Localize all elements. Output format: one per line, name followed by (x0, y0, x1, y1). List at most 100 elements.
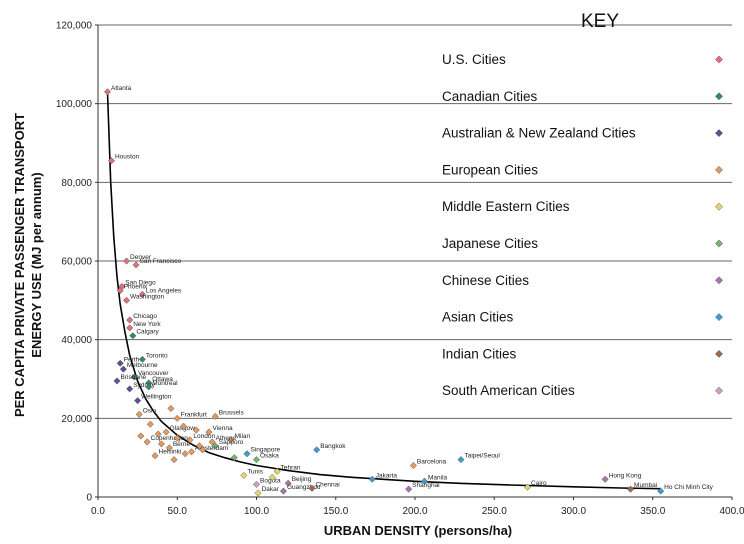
y-axis-title-line1: PER CAPITA PRIVATE PASSENGER TRANSPORT (12, 113, 27, 417)
legend-title: KEY (581, 11, 619, 32)
data-point-unlabeled (192, 426, 200, 434)
point-label-sapporo: Sapporo (219, 439, 244, 446)
data-point-chennai (308, 484, 316, 492)
x-tick-label: 300.0 (561, 506, 586, 517)
point-label-brisbane: Brisbane (121, 374, 147, 381)
data-point-unlabeled (195, 442, 203, 450)
point-label-vienna: Vienna (212, 425, 233, 432)
legend-label: Chinese Cities (442, 273, 529, 288)
data-point-vancouver (130, 373, 139, 381)
trend-line (106, 91, 661, 490)
y-tick-label: 100,000 (56, 99, 93, 110)
legend-swatch (715, 386, 723, 395)
data-point-cairo (523, 483, 532, 491)
data-point-unlabeled (167, 404, 175, 413)
x-tick-label: 0.0 (91, 506, 105, 517)
point-label-cairo: Cairo (531, 480, 547, 487)
data-point-san-francisco (132, 261, 140, 269)
data-point-washington (122, 296, 131, 304)
y-ticks: 0 20,000 40,000 60,000 80,000 100,000 120,000 (56, 21, 98, 504)
legend-swatch (715, 92, 723, 101)
data-point-los-angeles (138, 290, 146, 298)
data-point-unlabeled (157, 440, 165, 448)
legend-swatch (715, 313, 723, 322)
legend-label: Indian Cities (442, 346, 517, 361)
legend-swatch (715, 55, 723, 64)
data-point-brussels (211, 412, 219, 420)
data-point-osaka (252, 456, 261, 464)
legend-swatch (715, 165, 723, 174)
point-label-osaka: Osaka (260, 453, 279, 460)
point-label-hong-kong: Hong Kong (609, 472, 642, 479)
y-tick-label: 40,000 (61, 335, 92, 346)
legend-label: Japanese Cities (442, 236, 538, 251)
data-point-mumbai (627, 485, 635, 493)
point-label-manila: Manila (428, 474, 448, 481)
data-point-frankfurt (173, 414, 181, 422)
x-tick-label: 50.0 (168, 506, 188, 517)
data-point-new-york (126, 324, 134, 332)
legend-label: Middle Eastern Cities (442, 199, 570, 214)
x-tick-label: 350.0 (640, 506, 665, 517)
x-axis-title: URBAN DENSITY (persons/ha) (324, 523, 512, 538)
point-label-los-angeles: Los Angeles (146, 287, 182, 294)
point-label-perth: Perth (124, 356, 140, 363)
data-point-tehran (273, 467, 281, 475)
legend-label: South American Cities (442, 383, 575, 398)
data-point-singapore (243, 450, 251, 458)
point-label-oslo: Oslo (143, 407, 157, 414)
data-point-wellington (134, 397, 142, 405)
data-point-dakar (254, 489, 262, 497)
y-tick-label: 120,000 (56, 21, 93, 32)
data-point-unlabeled (173, 434, 181, 442)
point-label-phoenix: Phoenix (124, 284, 148, 291)
legend-swatch (715, 276, 723, 285)
point-label-taipei-seoul: Taipei/Seoul (464, 453, 500, 460)
data-point-sydney (126, 385, 134, 393)
legend-label: Canadian Cities (442, 89, 538, 104)
data-point-unlabeled (268, 473, 276, 481)
point-label-atlanta: Atlanta (111, 85, 132, 92)
data-point-unlabeled (170, 456, 178, 464)
point-label-bangkok: Bangkok (320, 443, 346, 450)
point-label-brussels: Brussels (219, 409, 245, 416)
legend-label: Australian & New Zealand Cities (442, 126, 636, 141)
data-point-beijing (284, 479, 292, 487)
x-ticks: 0.0 50.0 100.0 150.0 200.0 250.0 300.0 350.0 400… (91, 497, 744, 517)
data-point-copenhagen (143, 438, 151, 446)
legend: KEY U.S. Cities Canadian Cities Australian… (442, 11, 723, 398)
data-point-unlabeled (146, 420, 154, 428)
data-point-helsinki (151, 452, 159, 460)
point-label-san-diego: San Diego (125, 280, 156, 287)
point-label-amsterdam: Amsterdam (195, 445, 228, 452)
point-label-chennai: Chennai (315, 481, 339, 488)
legend-label: Asian Cities (442, 310, 514, 325)
x-tick-label: 150.0 (323, 506, 348, 517)
legend-label: U.S. Cities (442, 52, 506, 67)
data-point-ho-chi-minh-city (657, 487, 665, 495)
data-point-chicago (126, 316, 134, 324)
point-label-toronto: Toronto (146, 352, 168, 359)
point-label-beijing: Beijing (292, 476, 312, 483)
data-point-barcelona (409, 461, 417, 470)
point-label-calgary: Calgary (136, 329, 159, 336)
data-point-montreal (145, 383, 153, 391)
point-label-melbourne: Melbourne (127, 362, 158, 369)
data-point-london (186, 436, 194, 444)
data-point-unlabeled (199, 446, 207, 454)
point-label-berne: Berne (173, 441, 191, 448)
data-point-shanghai (405, 485, 413, 493)
data-point-hong-kong (601, 475, 609, 483)
point-label-ottawa: Ottawa (152, 376, 173, 383)
point-label-guangzhou: Guangzhou (287, 484, 321, 491)
point-label-mumbai: Mumbai (634, 482, 657, 489)
point-label-houston: Houston (115, 154, 140, 161)
data-point-taipei-seoul (457, 456, 465, 464)
data-point-glasgow (162, 428, 170, 436)
point-label-barcelona: Barcelona (417, 459, 447, 466)
data-point-unlabeled (181, 450, 189, 458)
point-label-sydney: Sydney (133, 382, 155, 389)
point-label-singapore: Singapore (250, 447, 280, 454)
